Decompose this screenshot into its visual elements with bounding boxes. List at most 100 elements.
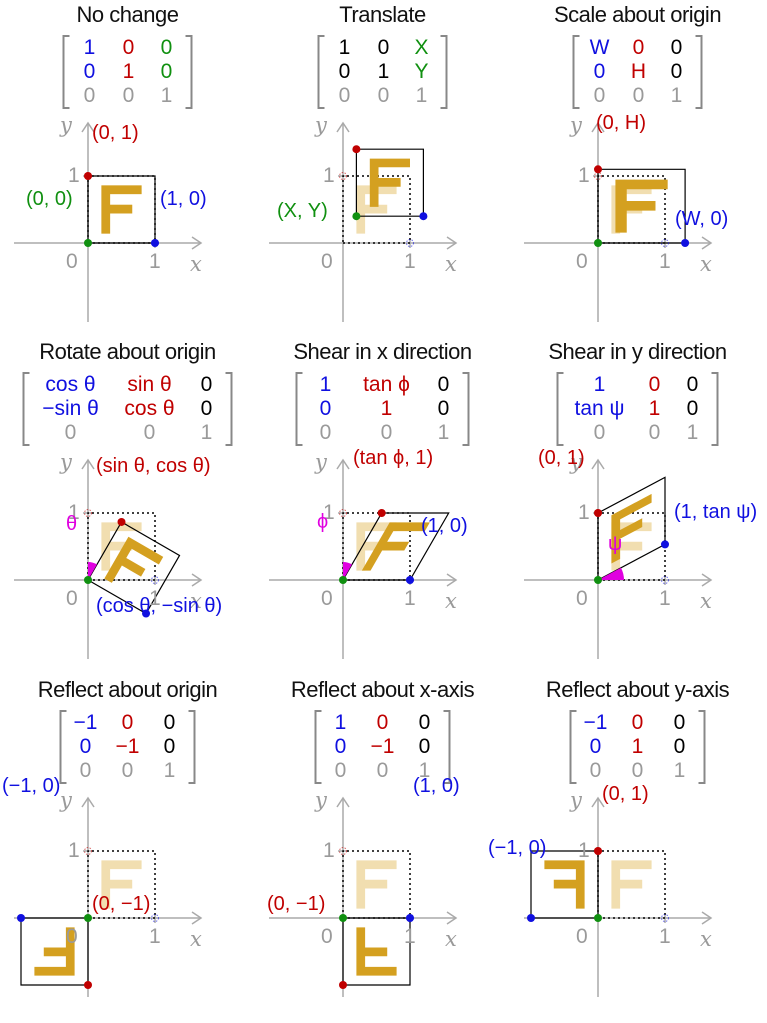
point-label: (0, 1): [538, 447, 585, 469]
y-axis-label: y: [60, 450, 72, 474]
matrix-cell: cos θ: [45, 373, 96, 396]
point-label: (1, 0): [413, 775, 460, 797]
bracket-right: [711, 372, 719, 446]
reference-dot: [661, 576, 669, 584]
point-label: ϕ: [317, 511, 329, 533]
panel-1: No change 1 0 0 0 1 0 0 0 1 x y 0 1 1 (0, 1) (0, 0) (1, 0…: [0, 0, 255, 341]
panel-8: Reflect about x-axis 1 0 0 0 −1 0 0 0 1 x y 0 1 1 (1, 0…: [255, 675, 510, 1016]
matrix-cell: 1: [380, 397, 393, 420]
transformed-f: [356, 927, 397, 976]
matrix-cell: 1: [334, 711, 347, 734]
transformed-f: [361, 522, 430, 571]
plot: x y 0 1 1 (0, 1) (1, tan ψ) ψ: [510, 447, 765, 678]
matrix-row: 1 0 0: [0, 36, 255, 60]
matrix-cell: 0: [376, 711, 389, 734]
y-axis-label: y: [315, 450, 327, 474]
matrix-cell: 1: [593, 373, 606, 396]
matrix-cell: 1: [338, 36, 351, 59]
matrix-row: 0 0 1: [255, 84, 510, 108]
matrix-cell: 0: [418, 735, 431, 758]
point-label: (0, 0): [26, 188, 73, 210]
transformed-square: [597, 168, 686, 244]
x-basis-point: [661, 540, 669, 549]
y-one-tick: 1: [323, 839, 335, 862]
matrix-row: −1 0 0: [510, 711, 765, 735]
bracket-left: [556, 372, 564, 446]
y-basis-point: [84, 981, 92, 989]
matrix-row: 0 1 Y: [255, 60, 510, 84]
x-one-tick: 1: [149, 250, 161, 273]
matrix-row: 1 0 0: [510, 373, 765, 397]
matrix-cell: 1: [122, 60, 135, 83]
matrix-row: 0 1 0: [0, 60, 255, 84]
matrix-cell: 0: [648, 421, 661, 444]
point-label: (0, −1): [267, 893, 326, 915]
point-label: (1, 0): [160, 188, 207, 210]
matrix-cell: 1: [670, 84, 683, 107]
origin-tick: 0: [66, 250, 78, 273]
panel-6: Shear in y direction 1 0 0 tan ψ 1 0 0 0 1 x y 0 1 1 (0…: [510, 337, 765, 678]
original-f: [611, 860, 652, 909]
matrix-cell: tan ϕ: [363, 373, 410, 396]
point-label: (1, tan ψ): [674, 501, 758, 523]
matrix-cell: 0: [163, 711, 176, 734]
y-basis-point: [117, 517, 126, 526]
panel-title: Shear in y direction: [548, 339, 727, 364]
point-label: (1, 0): [421, 515, 468, 537]
y-axis-label: y: [570, 788, 582, 812]
matrix-row: 0 0 1: [510, 84, 765, 108]
origin-tick: 0: [576, 587, 588, 610]
panel-2: Translate 1 0 X 0 1 Y 0 0 1 x y 0 1 1 (X, Y): [255, 0, 510, 341]
x-basis-point: [419, 212, 428, 221]
matrix-cell: 0: [200, 373, 213, 396]
bracket-left: [314, 710, 322, 784]
y-one-tick: 1: [68, 839, 80, 862]
y-one-tick: 1: [578, 839, 590, 862]
matrix-row: 0 −1 0: [0, 735, 255, 759]
matrix-cell: 0: [334, 735, 347, 758]
matrix-cell: 1: [200, 421, 213, 444]
point-label: (sin θ, cos θ): [96, 455, 211, 477]
matrix-cell: 0: [593, 84, 606, 107]
origin-tick: 0: [576, 250, 588, 273]
x-axis-label: x: [700, 927, 712, 951]
origin-tick: 0: [321, 250, 333, 273]
reference-dot: [339, 509, 347, 517]
origin-tick: 0: [576, 925, 588, 948]
matrix-cell: X: [414, 36, 429, 59]
matrix-row: 0 0 1: [255, 421, 510, 445]
bracket-left: [295, 372, 303, 446]
matrix: −1 0 0 0 −1 0 0 0 1: [0, 707, 255, 787]
y-basis-point: [594, 509, 602, 517]
matrix-cell: −1: [583, 711, 608, 734]
bracket-left: [22, 372, 30, 446]
transformed-square: [87, 521, 181, 615]
matrix-cell: 1: [686, 421, 699, 444]
matrix-cell: 0: [437, 373, 450, 396]
y-one-tick: 1: [578, 164, 590, 187]
bracket-right: [443, 710, 451, 784]
matrix-cell: 0: [648, 373, 661, 396]
reference-dot: [84, 847, 92, 855]
reference-dot: [661, 239, 669, 247]
x-basis-point: [527, 914, 535, 922]
point-label: (−1, 0): [488, 837, 547, 859]
point-label: (0, H): [596, 112, 646, 134]
reference-dot: [151, 914, 159, 922]
x-axis-label: x: [700, 252, 712, 276]
matrix-cell: 1: [648, 397, 661, 420]
y-one-tick: 1: [323, 501, 335, 524]
angle-wedge: [88, 562, 97, 580]
panel-9: Reflect about y-axis −1 0 0 0 1 0 0 0 1 x y 0 1 1 (0, 1…: [488, 675, 765, 1016]
y-axis-label: y: [60, 113, 72, 137]
x-basis-point: [406, 914, 414, 922]
plot: x y 0 1 1 (sin θ, cos θ) θ (cos θ, −sin θ): [0, 449, 255, 678]
bracket-right: [698, 710, 706, 784]
